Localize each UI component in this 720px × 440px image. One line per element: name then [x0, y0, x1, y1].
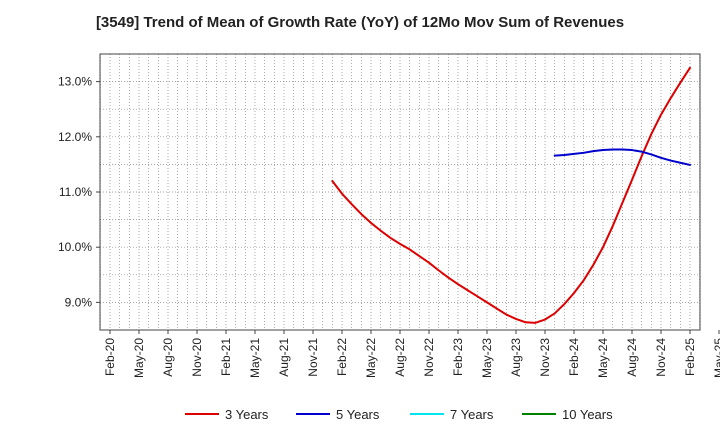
x-tick-label: May-25	[712, 338, 720, 378]
x-tick-label: May-24	[596, 338, 610, 378]
series-line-5-years	[553, 148, 691, 166]
x-tick-label: Feb-20	[103, 338, 117, 376]
gridlines	[99, 54, 701, 330]
x-tick-label: May-22	[364, 338, 378, 378]
legend-label: 10 Years	[562, 407, 613, 422]
x-axis-ticks: Feb-20 May-20 Aug-20 Nov-20 Feb-21 May-21 Aug-…	[103, 330, 720, 378]
legend: 3 Years 5 Years 7 Years 10 Years	[185, 407, 613, 422]
x-tick-label: May-23	[480, 338, 494, 378]
x-tick-label: Feb-25	[683, 338, 697, 376]
y-axis-ticks: 9.0% 10.0% 11.0% 12.0% 13.0%	[58, 75, 100, 309]
legend-label: 7 Years	[450, 407, 494, 422]
x-tick-label: Aug-23	[509, 338, 523, 377]
legend-label: 5 Years	[336, 407, 380, 422]
y-tick-label: 9.0%	[65, 295, 93, 309]
x-tick-label: Nov-21	[306, 338, 320, 377]
x-tick-label: Nov-24	[654, 338, 668, 377]
chart-title: [3549] Trend of Mean of Growth Rate (YoY…	[95, 14, 625, 31]
series-lines	[331, 66, 691, 324]
y-tick-label: 11.0%	[59, 185, 92, 199]
x-tick-label: May-21	[248, 338, 262, 378]
x-tick-label: Aug-21	[277, 338, 291, 377]
y-tick-label: 12.0%	[58, 130, 92, 144]
series-line-3-years	[331, 66, 691, 324]
x-tick-label: Feb-24	[567, 338, 581, 376]
y-tick-label: 13.0%	[58, 75, 92, 89]
legend-label: 3 Years	[225, 407, 269, 422]
x-tick-label: Feb-21	[219, 338, 233, 376]
x-tick-label: May-20	[132, 338, 146, 378]
x-tick-label: Aug-24	[625, 338, 639, 377]
x-tick-label: Nov-20	[190, 338, 204, 377]
x-tick-label: Feb-23	[451, 338, 465, 376]
y-tick-label: 10.0%	[58, 240, 92, 254]
x-tick-label: Feb-22	[335, 338, 349, 376]
x-tick-label: Nov-23	[538, 338, 552, 377]
x-tick-label: Aug-22	[393, 338, 407, 377]
x-tick-label: Nov-22	[422, 338, 436, 377]
x-tick-label: Aug-20	[161, 338, 175, 377]
